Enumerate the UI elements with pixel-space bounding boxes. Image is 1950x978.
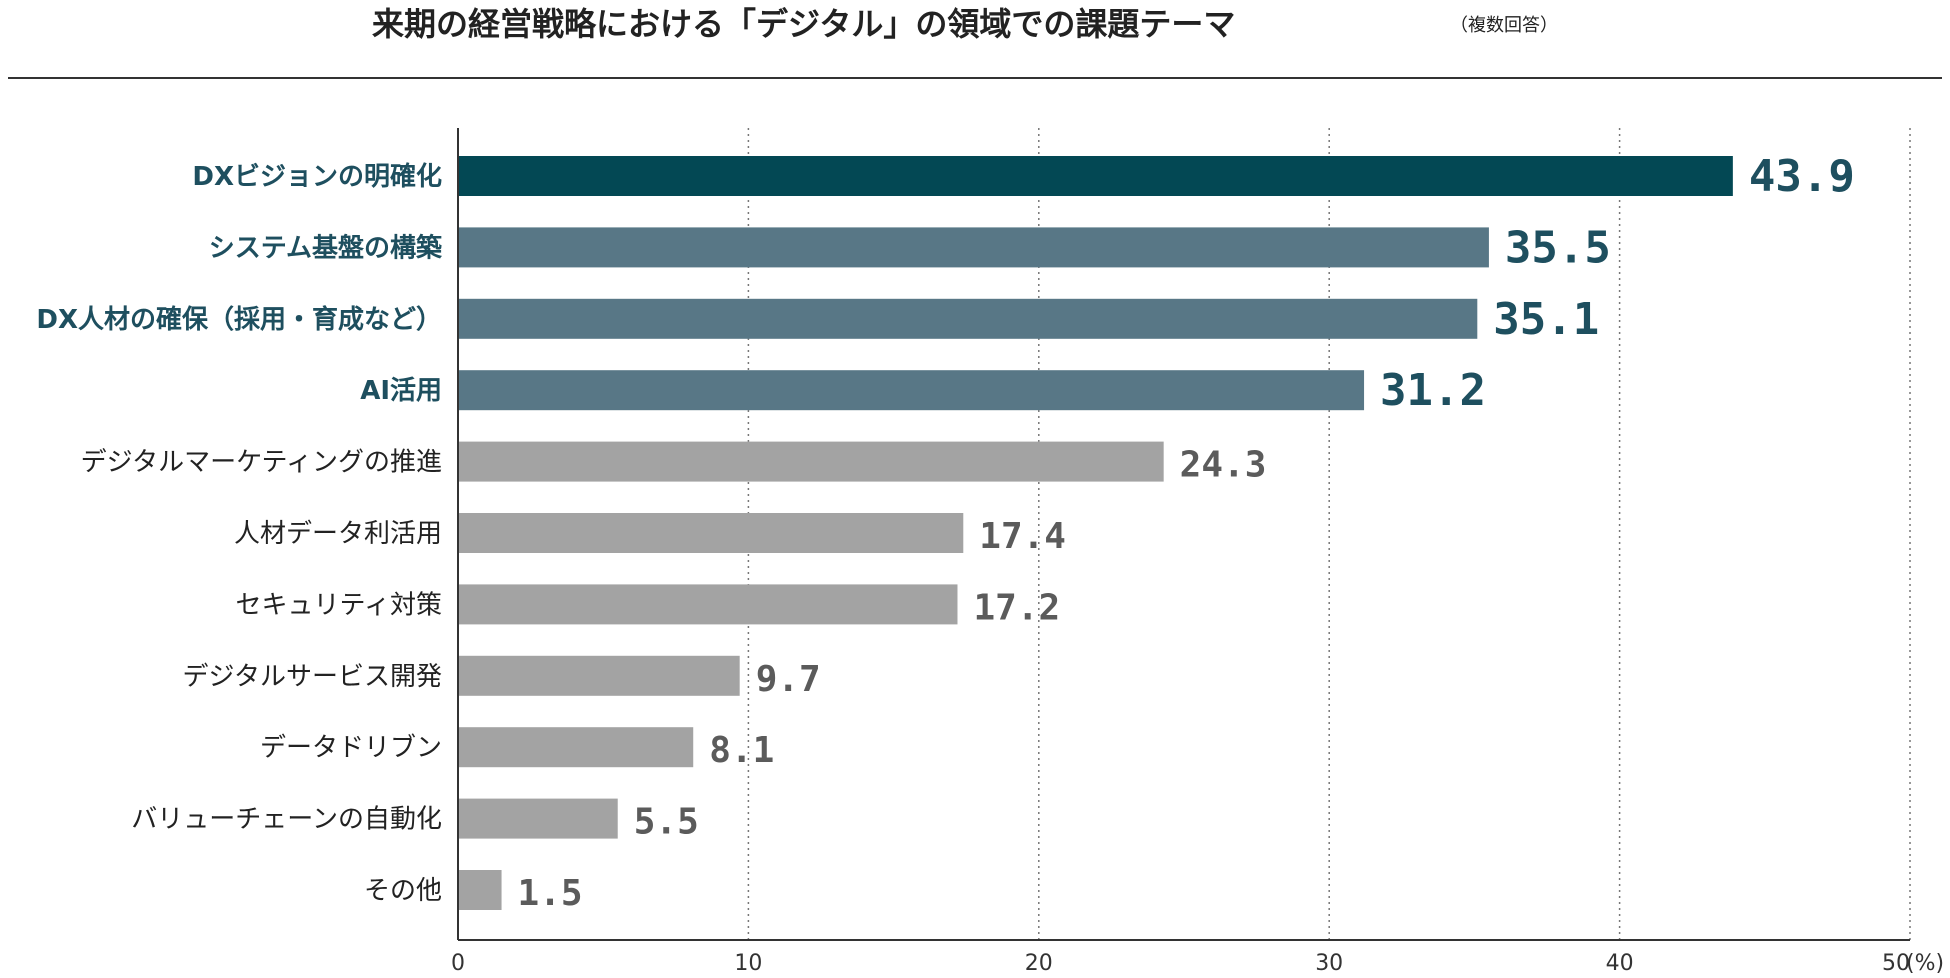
bar-3	[458, 370, 1365, 411]
x-tick-label-40: 40	[1606, 951, 1634, 976]
value-label-2: 35.1	[1493, 294, 1599, 345]
bar-0	[458, 156, 1733, 196]
value-label-1: 35.5	[1505, 222, 1611, 273]
x-tick-label-30: 30	[1315, 951, 1343, 976]
bar-4	[458, 441, 1164, 482]
bar-6	[458, 584, 958, 625]
x-axis-unit: (%)	[1906, 951, 1944, 976]
axes: 0 10 20 30 40 50	[451, 128, 1910, 976]
category-label-9: バリューチェーンの自動化	[131, 805, 442, 835]
x-tick-label-0: 0	[451, 951, 465, 976]
value-label-6: 17.2	[973, 587, 1060, 628]
category-label-2: DX人材の確保（採用・育成など）	[36, 304, 442, 335]
x-tick-label-10: 10	[734, 951, 762, 976]
value-label-8: 8.1	[709, 730, 774, 771]
bar-2	[458, 298, 1478, 339]
value-label-7: 9.7	[756, 659, 821, 700]
bar-5	[458, 513, 964, 553]
category-label-10: その他	[364, 876, 442, 906]
value-label-10: 1.5	[518, 873, 583, 914]
bars	[458, 156, 1733, 910]
value-labels: 43.9 35.5 35.131.2 24.3 17.4 17.2 9.7 8.15.5 1.5	[518, 151, 1855, 914]
category-label-8: データドリブン	[260, 733, 442, 763]
value-label-5: 17.4	[979, 516, 1066, 557]
x-tick-label-50: 50	[1882, 951, 1910, 976]
category-label-5: 人材データ利活用	[234, 519, 442, 549]
value-label-0: 43.9	[1749, 151, 1855, 202]
value-label-3: 31.2	[1380, 365, 1486, 416]
bar-10	[458, 870, 502, 910]
bar-1	[458, 227, 1489, 268]
bar-9	[458, 798, 618, 839]
category-label-7: デジタルサービス開発	[183, 662, 442, 692]
chart-subtitle: （複数回答）	[1450, 15, 1558, 36]
value-label-9: 5.5	[634, 802, 699, 843]
bar-8	[458, 727, 694, 768]
x-tick-label-20: 20	[1025, 951, 1053, 976]
category-label-4: デジタルマーケティングの推進	[81, 448, 442, 478]
category-label-6: セキュリティ対策	[236, 590, 442, 620]
category-label-1: システム基盤の構築	[209, 232, 443, 263]
value-label-4: 24.3	[1180, 445, 1267, 486]
bar-7	[458, 655, 740, 696]
category-label-0: DXビジョンの明確化	[192, 161, 442, 192]
chart-title: 来期の経営戦略における「デジタル」の領域での課題テーマ	[372, 5, 1235, 43]
category-label-3: AI活用	[360, 376, 442, 406]
